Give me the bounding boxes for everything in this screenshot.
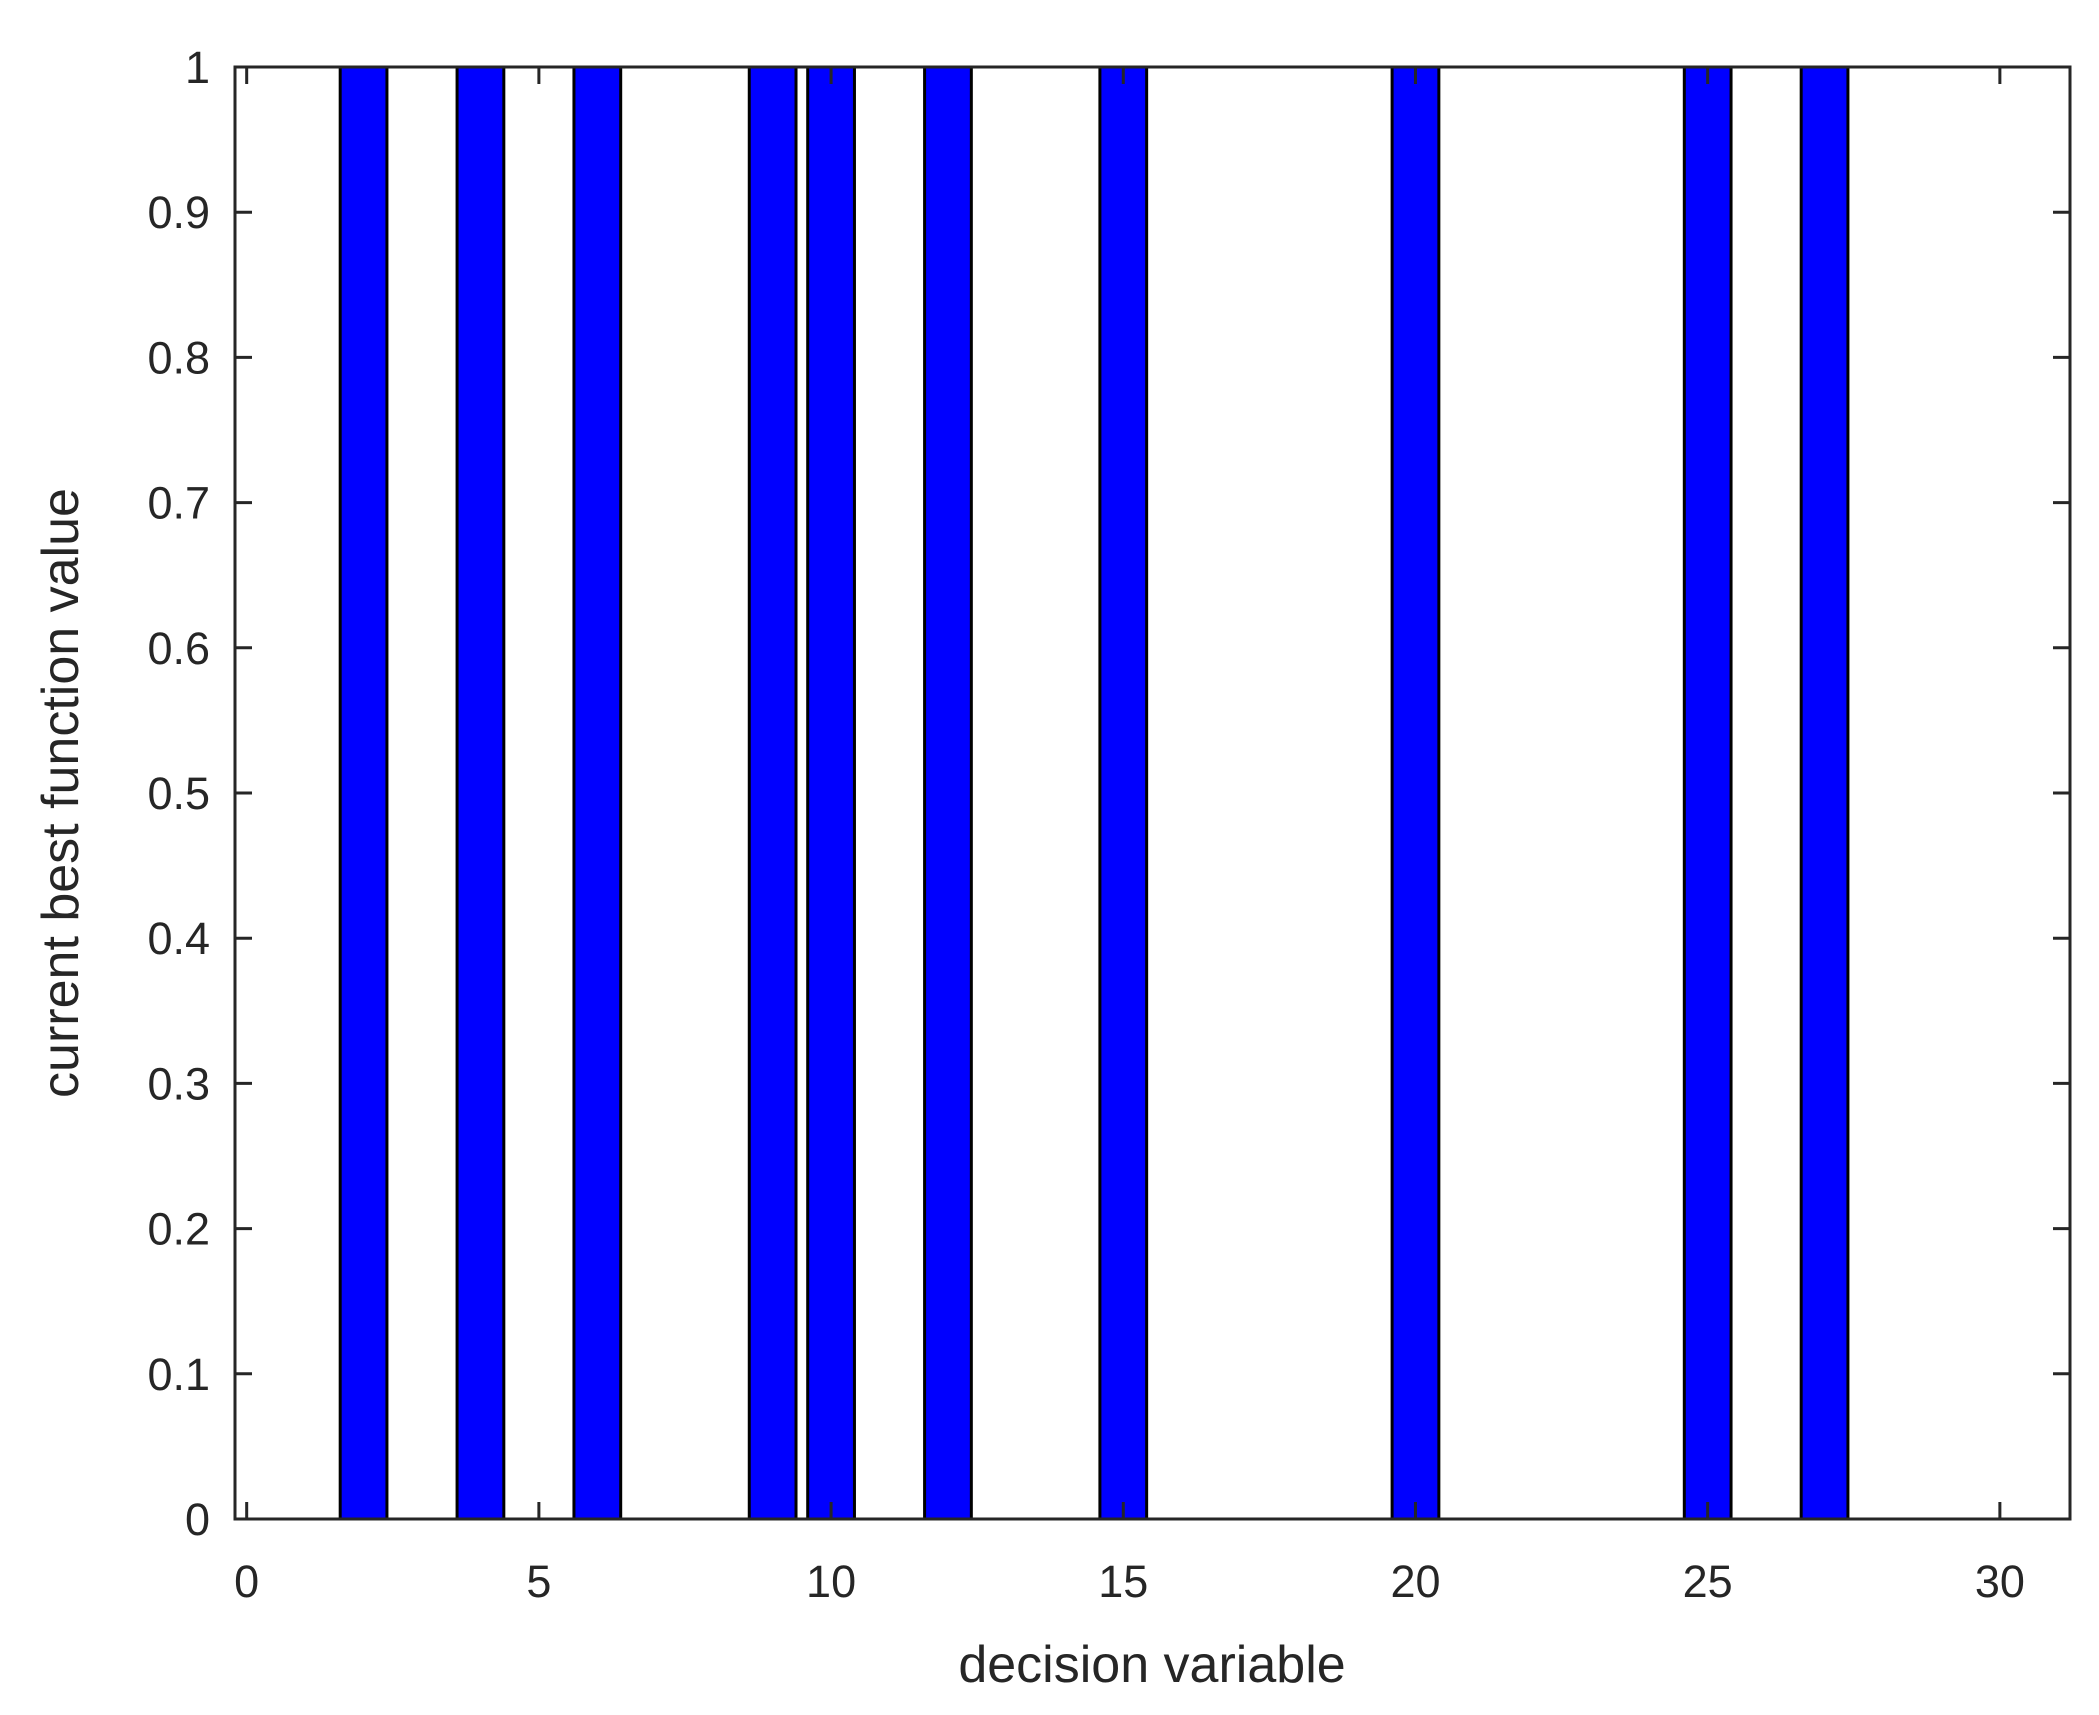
x-tick-label-10: 10 [806,1556,856,1607]
bar-x10 [806,65,856,1521]
x-tick-label-20: 20 [1390,1556,1440,1607]
y-tick-label-0.3: 0.3 [147,1058,210,1109]
bar-x2 [338,65,389,1521]
bar-x15 [1098,65,1149,1521]
bar-x25 [1682,65,1733,1521]
bar-x9 [747,65,798,1521]
x-axis-label: decision variable [958,1636,1345,1694]
ticks-layer [235,65,2070,1521]
y-tick-label-0.5: 0.5 [147,768,210,819]
y-tick-label-0: 0 [185,1494,210,1545]
y-tick-label-0.6: 0.6 [147,623,210,674]
bar-x20 [1390,65,1441,1521]
y-tick-label-0.9: 0.9 [147,187,210,238]
y-tick-label-0.7: 0.7 [147,478,210,529]
x-tick-label-25: 25 [1683,1556,1733,1607]
y-tick-label-0.4: 0.4 [147,913,210,964]
x-tick-label-0: 0 [234,1556,259,1607]
x-tick-label-5: 5 [526,1556,551,1607]
y-tick-label-0.1: 0.1 [147,1349,210,1400]
bar-x4 [455,65,506,1521]
y-tick-label-0.8: 0.8 [147,332,210,383]
y-tick-label-1: 1 [185,42,210,93]
y-axis-label: current best function value [32,488,90,1098]
x-tick-label-30: 30 [1975,1556,2025,1607]
tick-labels-layer: 0 5 10 15 20 25 30 0 0.1 0.2 0.3 0.4 0.5 0.6 0.7 0.8 0.9… [147,42,2024,1607]
y-tick-label-0.2: 0.2 [147,1204,210,1255]
plot-background [235,67,2070,1519]
bar-x27 [1799,65,1850,1521]
bar-x6 [572,65,623,1521]
bar-x12 [923,65,973,1521]
x-tick-label-15: 15 [1098,1556,1148,1607]
